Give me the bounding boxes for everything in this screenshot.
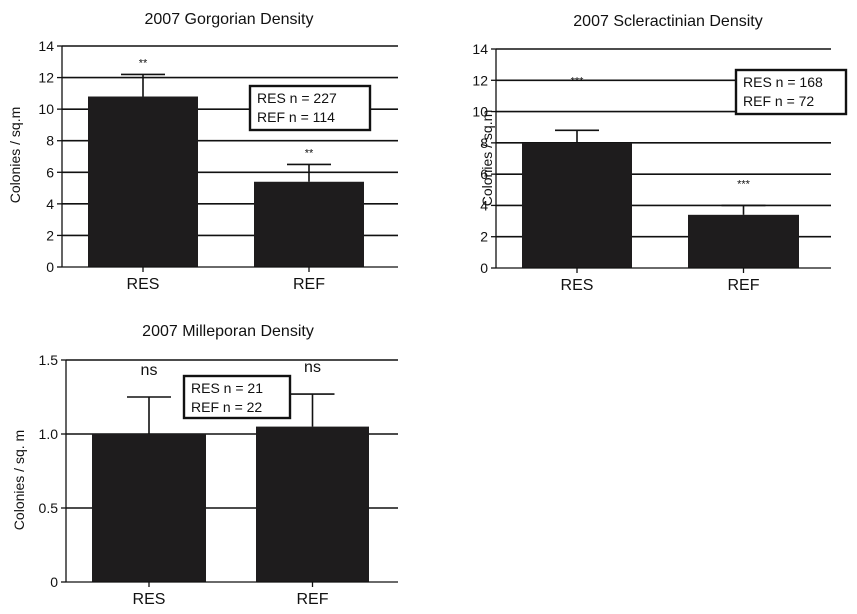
bar-res <box>522 142 632 268</box>
y-tick-label: 6 <box>46 164 54 180</box>
chart-title: 2007 Scleractinian Density <box>573 13 762 30</box>
y-tick-label: 8 <box>480 135 488 151</box>
x-category-label: RES <box>133 591 166 608</box>
sample-size-text: REF n = 22 <box>191 399 262 415</box>
y-tick-label: 1.0 <box>39 426 59 442</box>
y-tick-label: 2 <box>46 227 54 243</box>
bar-ref <box>256 426 369 582</box>
y-tick-label: 14 <box>38 38 54 54</box>
sample-size-box <box>182 374 292 420</box>
gorgorian-density-chart: 2007 Gorgorian Density Colonies / sq.m 0… <box>7 11 398 293</box>
bar-res <box>88 96 198 267</box>
y-tick-label: 12 <box>472 72 488 88</box>
bar-ref <box>688 214 799 268</box>
y-tick-label: 0 <box>50 574 58 590</box>
sample-size-text: RES n = 21 <box>191 380 263 396</box>
y-tick-label: 4 <box>46 196 54 212</box>
sample-size-box <box>734 68 848 116</box>
sample-size-text: RES n = 227 <box>257 90 337 106</box>
y-tick-label: 14 <box>472 41 488 57</box>
y-tick-label: 2 <box>480 229 488 245</box>
y-axis-label: Colonies / sq. m <box>11 430 27 530</box>
y-axis-label: Colonies / sq.m <box>479 110 495 206</box>
y-tick-label: 12 <box>38 70 54 86</box>
y-tick-label: 8 <box>46 133 54 149</box>
y-tick-label: 6 <box>480 166 488 182</box>
y-tick-label: 0.5 <box>39 500 59 516</box>
bar-res <box>92 434 206 582</box>
significance-label: ns <box>141 362 158 379</box>
x-category-label: REF <box>297 591 329 608</box>
sample-size-box <box>248 84 372 132</box>
y-tick-label: 10 <box>38 101 54 117</box>
chart-title: 2007 Milleporan Density <box>142 323 314 340</box>
bar-ref <box>254 181 364 267</box>
x-category-label: REF <box>293 276 325 293</box>
x-category-label: REF <box>728 277 760 294</box>
milleporan-density-chart: 2007 Milleporan Density Colonies / sq. m… <box>11 323 398 608</box>
y-tick-label: 10 <box>472 104 488 120</box>
significance-label: ns <box>304 359 321 376</box>
y-tick-label: 1.5 <box>39 352 59 368</box>
scleractinian-density-chart: 2007 Scleractinian Density Colonies / sq… <box>472 13 848 294</box>
sample-size-text: RES n = 168 <box>743 74 823 90</box>
x-category-label: RES <box>127 276 160 293</box>
sample-size-text: REF n = 72 <box>743 93 814 109</box>
y-tick-label: 4 <box>480 197 488 213</box>
y-tick-label: 0 <box>46 259 54 275</box>
y-tick-label: 0 <box>480 260 488 276</box>
significance-label: *** <box>571 75 585 87</box>
y-axis-label: Colonies / sq.m <box>7 107 23 203</box>
chart-title: 2007 Gorgorian Density <box>145 11 314 28</box>
significance-label: ** <box>139 57 148 69</box>
x-category-label: RES <box>561 277 594 294</box>
sample-size-text: REF n = 114 <box>257 109 335 125</box>
significance-label: *** <box>737 178 751 190</box>
significance-label: ** <box>305 147 314 159</box>
